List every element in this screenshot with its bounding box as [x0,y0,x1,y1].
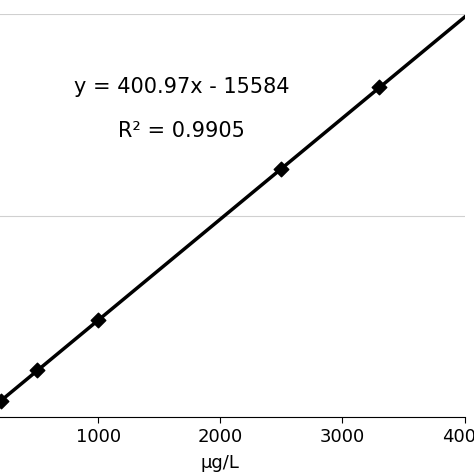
Point [278,165,285,173]
Point [94,316,102,324]
X-axis label: μg/L: μg/L [201,454,240,472]
Text: y = 400.97x - 15584: y = 400.97x - 15584 [73,77,289,97]
Point [34,366,41,374]
Point [0,397,4,404]
Text: R² = 0.9905: R² = 0.9905 [118,121,245,141]
Point [375,83,383,91]
